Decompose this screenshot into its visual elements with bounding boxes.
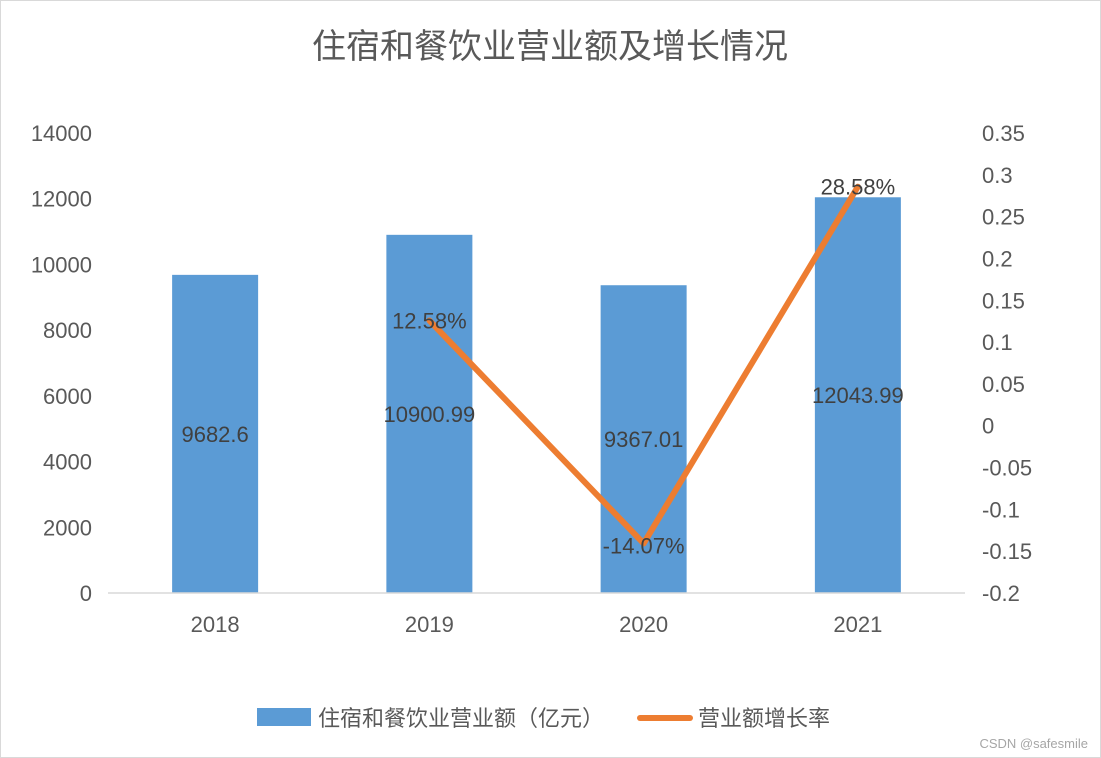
bar-data-label: 9367.01 — [604, 427, 684, 452]
x-tick-label: 2020 — [619, 612, 668, 637]
watermark: CSDN @safesmile — [979, 736, 1088, 751]
legend-line-label: 营业额增长率 — [698, 706, 830, 731]
legend-bar-swatch — [257, 708, 311, 726]
right-tick-label: 0.05 — [982, 372, 1025, 397]
right-tick-label: -0.1 — [982, 497, 1020, 522]
right-tick-label: 0 — [982, 414, 994, 439]
legend-bar-label: 住宿和餐饮业营业额（亿元） — [318, 706, 604, 731]
left-tick-label: 12000 — [31, 187, 92, 212]
right-tick-label: 0.25 — [982, 205, 1025, 230]
right-tick-label: -0.2 — [982, 581, 1020, 606]
growth-line — [426, 183, 861, 547]
bar-data-label: 9682.6 — [181, 422, 248, 447]
right-tick-label: 0.1 — [982, 330, 1013, 355]
left-tick-label: 6000 — [43, 384, 92, 409]
right-tick-label: -0.05 — [982, 456, 1032, 481]
left-tick-label: 8000 — [43, 318, 92, 343]
line-data-label: 12.58% — [392, 309, 467, 334]
bar-data-label: 10900.99 — [383, 402, 475, 427]
x-tick-label: 2019 — [405, 612, 454, 637]
legend: 住宿和餐饮业营业额（亿元） 营业额增长率 — [257, 706, 830, 731]
bar — [386, 234, 473, 593]
bar — [172, 274, 259, 593]
left-tick-label: 4000 — [43, 450, 92, 475]
left-tick-label: 2000 — [43, 515, 92, 540]
line-data-label: -14.07% — [603, 533, 685, 558]
left-tick-label: 14000 — [31, 121, 92, 146]
left-tick-label: 10000 — [31, 252, 92, 277]
bar-data-label: 12043.99 — [812, 383, 904, 408]
right-tick-label: 0.15 — [982, 288, 1025, 313]
line-data-label: 28.58% — [821, 175, 896, 200]
x-tick-label: 2018 — [191, 612, 240, 637]
left-tick-label: 0 — [80, 581, 92, 606]
right-tick-label: 0.3 — [982, 163, 1013, 188]
x-tick-label: 2021 — [833, 612, 882, 637]
right-tick-label: 0.35 — [982, 121, 1025, 146]
right-tick-label: -0.15 — [982, 539, 1032, 564]
right-tick-label: 0.2 — [982, 246, 1013, 271]
bar — [814, 197, 901, 593]
chart-title: 住宿和餐饮业营业额及增长情况 — [312, 28, 788, 66]
